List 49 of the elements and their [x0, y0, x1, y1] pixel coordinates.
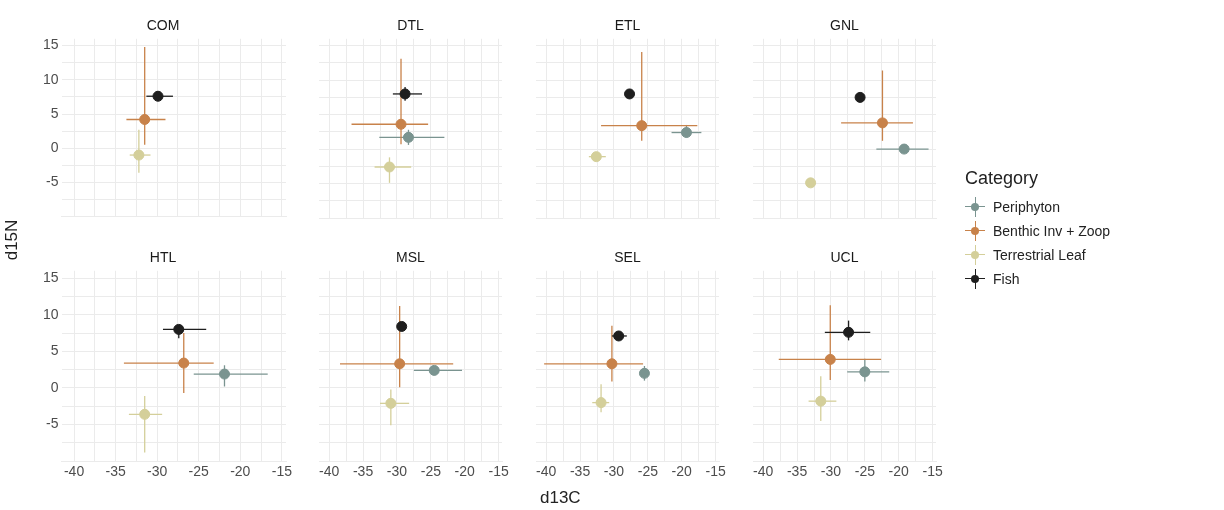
x-tick-label: -40	[63, 463, 85, 480]
x-tick-label: -25	[188, 463, 210, 480]
x-tick-label: -25	[420, 463, 442, 480]
x-tick-label: -15	[922, 463, 943, 480]
x-tick-label: -25	[637, 463, 659, 480]
chart-title: SEL	[614, 249, 641, 266]
x-tick-label: -35	[105, 463, 126, 480]
y-tick-label: -5	[46, 415, 59, 432]
legend-label: Fish	[993, 271, 1020, 287]
x-tick-label: -15	[705, 463, 726, 480]
x-tick-label: -35	[569, 463, 591, 480]
x-axis-title: d13C	[539, 488, 581, 508]
y-tick-label: 15	[42, 268, 59, 285]
y-tick-label: 10	[42, 305, 59, 322]
legend-title: Category	[965, 168, 1040, 189]
x-tick-label: -30	[603, 463, 625, 480]
x-tick-label: -40	[753, 463, 774, 480]
x-tick-label: -30	[386, 463, 408, 480]
y-tick-label: 15	[42, 36, 59, 53]
y-tick-label: 0	[50, 139, 59, 156]
x-tick-label: -20	[454, 463, 476, 480]
legend-label: Periphyton	[993, 199, 1060, 215]
y-tick-label: -5	[46, 173, 59, 190]
x-tick-label: -20	[230, 463, 251, 480]
chart-title: GNL	[830, 17, 860, 34]
x-tick-label: -40	[319, 463, 340, 480]
x-tick-label: -20	[671, 463, 693, 480]
x-tick-label: -35	[786, 463, 808, 480]
chart-title: MSL	[396, 249, 426, 266]
chart-title: HTL	[149, 249, 177, 266]
x-tick-label: -25	[854, 463, 876, 480]
y-tick-label: 10	[42, 70, 59, 87]
legend-label: Terrestrial Leaf	[993, 247, 1086, 263]
chart-title: COM	[146, 17, 180, 34]
x-tick-label: -15	[271, 463, 293, 480]
x-tick-label: -35	[352, 463, 374, 480]
y-axis-title: d15N	[2, 219, 23, 261]
y-tick-label: 5	[50, 104, 59, 121]
x-tick-label: -15	[488, 463, 509, 480]
y-tick-label: 5	[50, 342, 59, 359]
chart-title: UCL	[830, 249, 859, 266]
chart-title: ETL	[614, 17, 641, 34]
x-tick-label: -30	[820, 463, 842, 480]
chart-title: DTL	[397, 17, 424, 34]
x-tick-label: -40	[536, 463, 557, 480]
y-tick-label: 0	[50, 378, 59, 395]
x-tick-label: -20	[888, 463, 910, 480]
legend-label: Benthic Inv + Zoop	[993, 223, 1111, 239]
x-tick-label: -30	[147, 463, 168, 480]
